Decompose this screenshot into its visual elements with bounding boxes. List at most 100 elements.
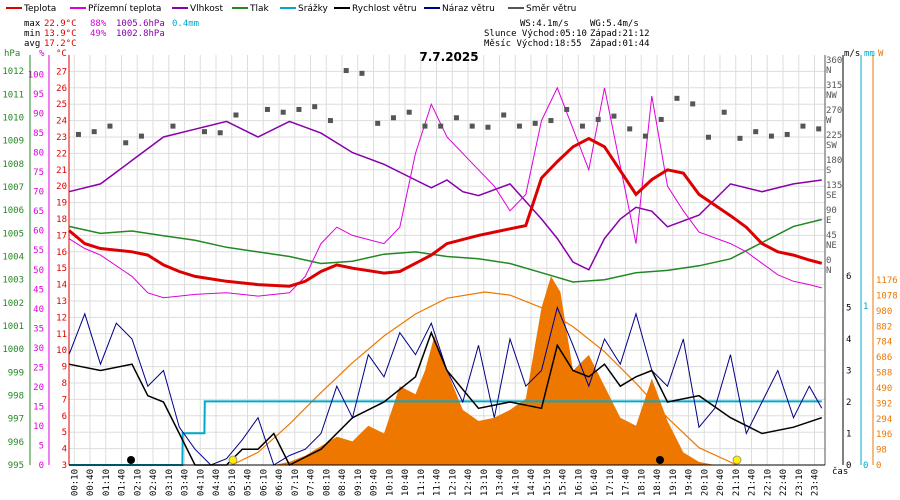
wind-direction-mark <box>201 129 207 135</box>
time-tick-label: 01:10 <box>102 469 112 496</box>
wind-direction-mark <box>233 112 239 118</box>
w-tick-label: 686 <box>876 353 892 363</box>
temp-tick-label: 23 <box>56 133 67 143</box>
wind-direction-mark <box>595 116 601 122</box>
wind-direction-mark <box>658 116 664 122</box>
wind-direction-mark <box>579 123 585 129</box>
pct-tick-label: 70 <box>33 188 44 198</box>
ms-tick-label: 3 <box>846 366 851 376</box>
pct-tick-label: 55 <box>33 246 44 256</box>
wind-direction-mark <box>611 113 617 119</box>
time-tick-label: 00:40 <box>86 469 96 496</box>
wind-direction-mark <box>690 101 696 107</box>
time-tick-label: 16:10 <box>574 469 584 496</box>
stat-min-press: 1002.8hPa <box>116 29 165 39</box>
time-tick-label: 10:10 <box>385 469 395 496</box>
info-sun-set: Západ:21:12 <box>590 29 650 39</box>
w-tick-label: 98 <box>876 446 887 456</box>
axis-unit-mm: mm <box>864 49 875 59</box>
series-lines <box>68 86 823 467</box>
stat-min-label: min <box>24 29 40 39</box>
dir-deg-label: 315 <box>826 81 842 91</box>
dir-compass-label: SE <box>826 191 837 201</box>
series-line-vlhkost <box>68 120 822 271</box>
w-tick-label: 882 <box>876 322 892 332</box>
time-tick-label: 17:40 <box>622 469 632 496</box>
wind-sun-info: WS:4.1m/s WG:5.4m/s Slunce Východ:05:10 … <box>484 19 650 49</box>
temp-tick-label: 5 <box>62 428 67 438</box>
axes: 3456789101112131415161718192021222324252… <box>2 55 898 471</box>
info-moon-set: Západ:01:44 <box>590 39 650 49</box>
wind-direction-mark <box>406 109 412 115</box>
dir-compass-label: N <box>826 66 831 76</box>
chart-title: 7.7.2025 <box>419 50 478 64</box>
pct-tick-label: 40 <box>33 305 44 315</box>
temp-tick-label: 12 <box>56 313 67 323</box>
wind-direction-mark <box>485 124 491 130</box>
dir-compass-label: NE <box>826 241 837 251</box>
w-tick-label: 1176 <box>876 276 898 286</box>
wind-direction-mark <box>75 131 81 137</box>
wind-direction-mark <box>390 115 396 121</box>
series-line-prizemni-teplota <box>68 86 822 299</box>
time-tick-label: 13:10 <box>480 469 490 496</box>
info-sun-rise: Slunce Východ:05:10 <box>484 29 587 39</box>
time-tick-label: 11:40 <box>433 469 443 496</box>
time-tick-label: 18:40 <box>653 469 663 496</box>
wind-direction-mark <box>627 126 633 132</box>
w-tick-label: 392 <box>876 399 892 409</box>
wind-direction-mark <box>737 135 743 141</box>
mm-tick-label: 1 <box>863 302 868 312</box>
pct-tick-label: 0 <box>39 461 44 471</box>
w-tick-label: 980 <box>876 307 892 317</box>
hpa-tick-label: 1006 <box>2 206 24 216</box>
hpa-tick-label: 1002 <box>2 299 24 309</box>
wind-direction-mark <box>359 70 365 76</box>
wind-direction-mark <box>816 126 822 132</box>
time-tick-label: 12:40 <box>464 469 474 496</box>
temp-tick-label: 4 <box>62 445 67 455</box>
dir-compass-label: S <box>826 166 831 176</box>
w-tick-label: 0 <box>876 461 881 471</box>
wind-direction-mark <box>422 123 428 129</box>
time-tick-label: 10:40 <box>401 469 411 496</box>
time-tick-label: 03:10 <box>165 469 175 496</box>
w-tick-label: 196 <box>876 430 892 440</box>
legend-label-prizemni-teplota: Přízemní teplota <box>88 4 161 14</box>
dir-deg-label: 0 <box>826 256 831 266</box>
time-tick-label: 23:10 <box>795 469 805 496</box>
w-tick-label: 588 <box>876 369 892 379</box>
temp-tick-label: 15 <box>56 264 67 274</box>
time-tick-label: 21:10 <box>732 469 742 496</box>
wind-direction-mark <box>217 130 223 136</box>
wind-direction-mark <box>532 120 538 126</box>
temp-tick-label: 13 <box>56 297 67 307</box>
hpa-tick-label: 1004 <box>2 253 24 263</box>
time-tick-label: 21:40 <box>748 469 758 496</box>
time-tick-label: 22:40 <box>779 469 789 496</box>
hpa-tick-label: 1012 <box>2 67 24 77</box>
hpa-tick-label: 1007 <box>2 183 24 193</box>
wind-direction-mark <box>784 131 790 137</box>
legend-label-vlhkost: Vlhkost <box>190 4 223 14</box>
w-tick-label: 490 <box>876 384 892 394</box>
hpa-tick-label: 1000 <box>2 345 24 355</box>
time-tick-label: 22:10 <box>763 469 773 496</box>
legend-label-rychlost-vetru: Rychlost větru <box>352 4 417 14</box>
wind-direction-mark <box>501 112 507 118</box>
wind-direction-mark <box>674 95 680 101</box>
stat-avg-temp: 17.2°C <box>44 39 77 49</box>
theoretical-radiation-line <box>231 291 738 466</box>
wind-direction-mark <box>123 140 129 146</box>
temp-tick-label: 24 <box>56 117 67 127</box>
ms-tick-label: 4 <box>846 335 851 345</box>
stat-min-temp: 13.9°C <box>44 29 77 39</box>
stat-max-temp: 22.9°C <box>44 19 77 29</box>
time-tick-label: 14:40 <box>527 469 537 496</box>
pct-tick-label: 75 <box>33 168 44 178</box>
wind-direction-marks <box>75 68 822 146</box>
time-tick-label: 01:40 <box>118 469 128 496</box>
info-moon-rise: Měsíc Východ:18:55 <box>484 39 582 49</box>
time-tick-label: 15:40 <box>559 469 569 496</box>
wind-direction-mark <box>375 120 381 126</box>
